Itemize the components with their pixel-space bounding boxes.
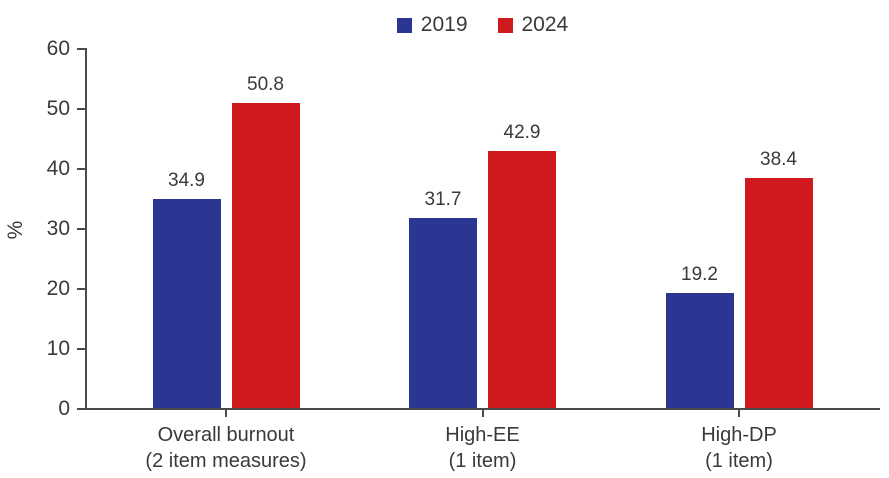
bar-value-label-2024-0: 50.8	[247, 74, 284, 96]
y-tick	[77, 228, 85, 230]
y-tick-label: 0	[58, 397, 70, 420]
y-tick-label: 40	[46, 157, 70, 180]
category-label-line1: Overall burnout	[157, 424, 295, 446]
bar-2024-1	[488, 150, 556, 408]
y-tick-label: 50	[46, 97, 70, 120]
y-axis-line	[85, 48, 87, 410]
bar-2019-0	[152, 198, 221, 408]
category-label-line2: (1 item)	[448, 450, 517, 472]
bar-value-label-2019-0: 34.9	[168, 169, 205, 191]
x-tick	[225, 410, 227, 417]
y-tick	[77, 348, 85, 350]
category-label-line2: (2 item measures)	[145, 450, 307, 472]
x-tick	[738, 410, 740, 417]
y-tick-label: 30	[46, 217, 70, 240]
bar-value-label-2024-1: 42.9	[503, 121, 541, 143]
bar-2024-2	[744, 177, 813, 408]
category-label-line2: (1 item)	[705, 450, 773, 472]
x-tick	[481, 410, 484, 417]
category-label-0: Overall burnout (2 item measures)	[86, 422, 366, 474]
y-tick	[77, 288, 85, 290]
y-tick	[77, 48, 85, 50]
bar-value-label-2019-2: 19.2	[681, 263, 718, 285]
legend: 2019 2024	[85, 13, 880, 37]
y-tick	[77, 168, 85, 170]
legend-swatch-2024	[497, 17, 513, 33]
bar-2019-2	[665, 292, 734, 408]
bar-2024-0	[231, 103, 300, 408]
y-tick-label: 20	[46, 277, 70, 300]
category-label-line1: High-DP	[701, 424, 777, 446]
legend-item-2024: 2024	[497, 13, 569, 37]
x-axis-line	[77, 408, 880, 410]
category-label-line1: High-EE	[445, 424, 520, 446]
legend-label-2019: 2019	[420, 13, 468, 36]
bar-value-label-2019-1: 31.7	[424, 188, 462, 210]
category-label-2: High-DP (1 item)	[599, 422, 879, 474]
bar-value-label-2024-2: 38.4	[760, 148, 797, 170]
bar-2019-1	[409, 217, 477, 408]
y-tick	[77, 108, 85, 110]
legend-swatch-2019	[396, 17, 412, 33]
category-label-1: High-EE (1 item)	[343, 422, 623, 474]
legend-label-2024: 2024	[521, 13, 569, 36]
y-tick-label: 60	[46, 37, 70, 60]
legend-item-2019: 2019	[396, 13, 468, 37]
y-tick-label: 10	[46, 337, 70, 360]
